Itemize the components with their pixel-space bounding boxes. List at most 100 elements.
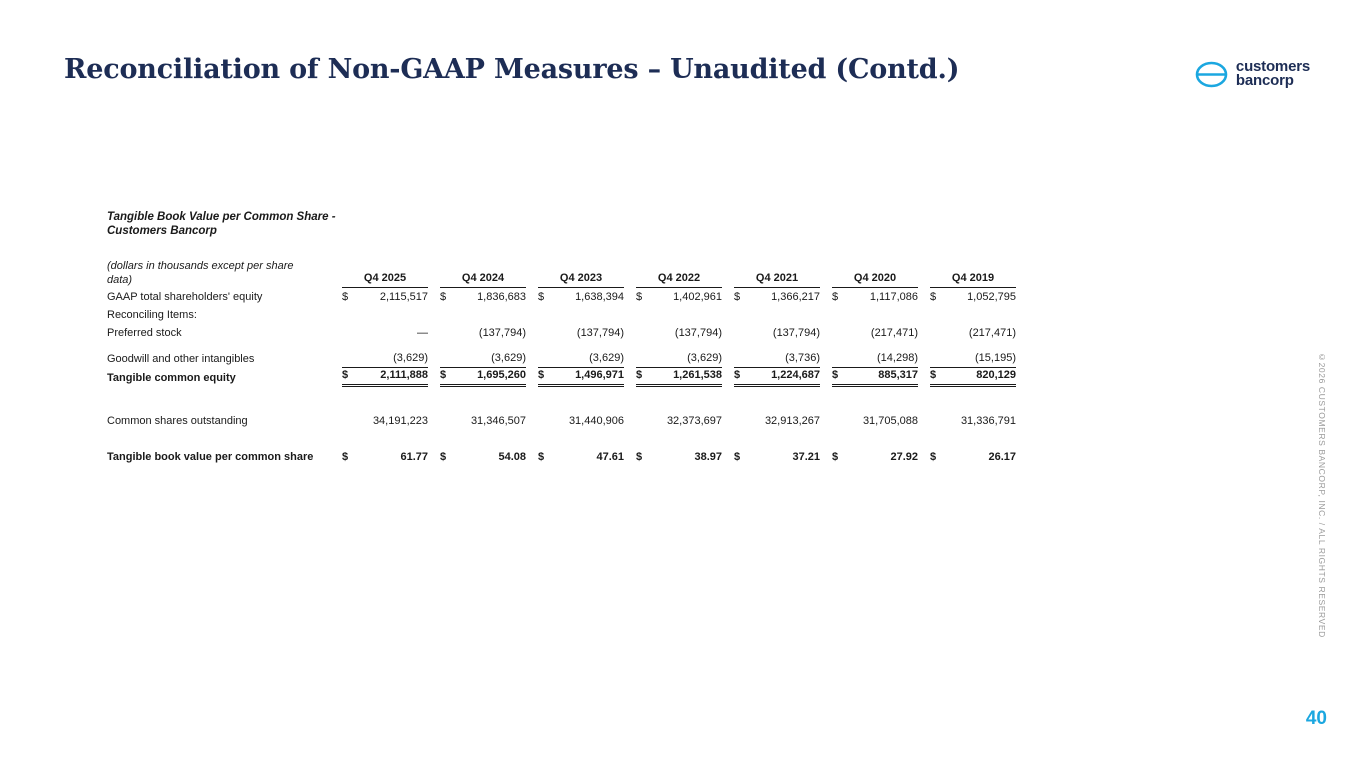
cell-value: (3,629) [589,352,624,364]
currency-symbol: $ [930,369,937,381]
value-cell: $1,224,687 [734,368,820,387]
reconciliation-table: Tangible Book Value per Common Share - C… [107,210,1023,466]
table-row: GAAP total shareholders' equity $2,115,51… [107,288,1023,306]
value-cell: (3,629) [538,351,624,368]
value-cell: $26.17 [930,450,1016,466]
cell-value: 26.17 [988,451,1016,463]
currency-symbol: $ [440,451,447,463]
customers-bancorp-logo-icon [1195,61,1228,88]
cell-value: 885,317 [878,369,918,381]
value-cell: (3,629) [342,351,428,368]
value-cell: $54.08 [440,450,526,466]
value-cell: (3,736) [734,351,820,368]
value-cell: (137,794) [636,326,722,342]
value-cell: $27.92 [832,450,918,466]
value-cell: $1,496,971 [538,368,624,387]
cell-value: (137,794) [674,327,722,339]
table-row: Tangible common equity $2,111,888 $1,695,2… [107,368,1023,387]
column-header: Q4 2019 [930,272,1016,288]
cell-value: 31,440,906 [568,415,624,427]
cell-value: (137,794) [478,327,526,339]
value-cell: 31,346,507 [440,414,526,430]
value-cell: 32,373,697 [636,414,722,430]
value-cell: (137,794) [734,326,820,342]
page-title: Reconciliation of Non-GAAP Measures – Un… [64,54,960,85]
cell-value: 27.92 [890,451,918,463]
column-header: Q4 2020 [832,272,918,288]
table-row: Reconciling Items: [107,306,1023,324]
value-cell: $1,261,538 [636,368,722,387]
cell-value: 32,373,697 [666,415,722,427]
company-logo: customers bancorp [1195,59,1310,88]
copyright-text: ©2026 CUSTOMERS BANCORP, INC. / ALL RIGH… [1317,352,1327,638]
value-cell: 31,705,088 [832,414,918,430]
cell-value: 820,129 [976,369,1016,381]
row-label: Common shares outstanding [107,415,248,427]
table-subheading: (dollars in thousands except per share d… [107,260,294,286]
currency-symbol: $ [538,291,545,303]
currency-symbol: $ [734,369,741,381]
currency-symbol: $ [636,451,643,463]
cell-value: 1,224,687 [771,369,820,381]
currency-symbol: $ [342,451,349,463]
row-label: Reconciling Items: [107,309,197,321]
value-cell: $885,317 [832,368,918,387]
column-header: Q4 2022 [636,272,722,288]
cell-value: 2,111,888 [380,369,428,381]
cell-value: 1,117,086 [869,291,918,303]
column-header: Q4 2021 [734,272,820,288]
cell-value: (217,471) [870,327,918,339]
value-cell: $2,111,888 [342,368,428,387]
cell-value: 37.21 [792,451,820,463]
value-cell: $1,117,086 [832,290,918,306]
cell-value: (3,629) [491,352,526,364]
cell-value: (137,794) [576,327,624,339]
cell-value: 31,336,791 [960,415,1016,427]
cell-value: (3,629) [393,352,428,364]
currency-symbol: $ [832,369,839,381]
currency-symbol: $ [832,291,839,303]
cell-value: 47.61 [596,451,624,463]
value-cell: 34,191,223 [342,414,428,430]
value-cell: $1,402,961 [636,290,722,306]
currency-symbol: $ [538,369,545,381]
currency-symbol: $ [440,291,447,303]
cell-value: (15,195) [975,352,1016,364]
cell-value: (14,298) [877,352,918,364]
cell-value: (137,794) [772,327,820,339]
cell-value: 2,115,517 [379,291,428,303]
cell-value: 1,496,971 [575,369,624,381]
value-cell: $1,638,394 [538,290,624,306]
value-cell: (3,629) [440,351,526,368]
table-heading-line1: Tangible Book Value per Common Share - [107,211,336,223]
cell-value: 38.97 [694,451,722,463]
page-number: 40 [1305,708,1327,729]
table-body: GAAP total shareholders' equity $2,115,51… [107,288,1023,466]
cell-value: 1,695,260 [477,369,526,381]
currency-symbol: $ [636,369,643,381]
currency-symbol: $ [734,451,741,463]
cell-value: 1,366,217 [771,291,820,303]
currency-symbol: $ [538,451,545,463]
table-heading-line2: Customers Bancorp [107,225,217,237]
cell-value: (3,736) [785,352,820,364]
value-cell: $1,052,795 [930,290,1016,306]
value-cell: — [342,326,428,342]
value-cell: (14,298) [832,351,918,368]
value-cell: (137,794) [440,326,526,342]
logo-wordmark: customers bancorp [1236,59,1310,88]
value-cell: $1,366,217 [734,290,820,306]
currency-symbol: $ [832,451,839,463]
value-cell: $47.61 [538,450,624,466]
value-cell: (137,794) [538,326,624,342]
cell-value: 34,191,223 [372,415,428,427]
row-label: GAAP total shareholders' equity [107,291,263,303]
table-row: Common shares outstanding 34,191,223 31,34… [107,412,1023,430]
value-cell: (217,471) [832,326,918,342]
cell-value: 61.77 [400,451,428,463]
table-header-row: (dollars in thousands except per share d… [107,259,1023,288]
value-cell: $820,129 [930,368,1016,387]
cell-value: 54.08 [498,451,526,463]
value-cell: 31,336,791 [930,414,1016,430]
